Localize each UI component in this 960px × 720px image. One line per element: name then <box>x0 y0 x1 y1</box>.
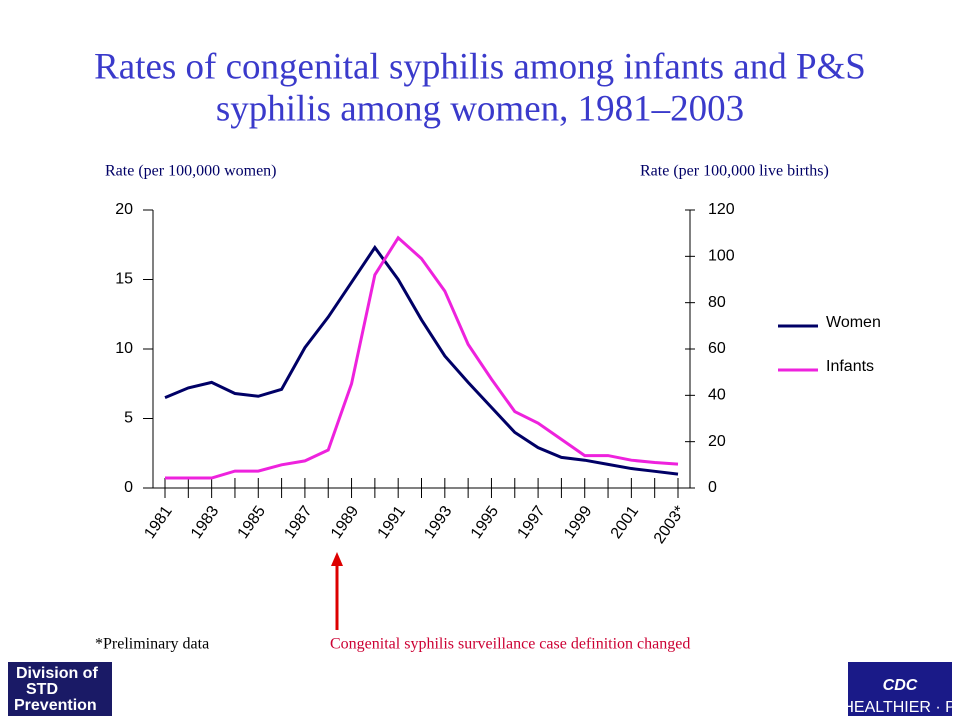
series-line <box>165 235 679 480</box>
x-tick-label: 1991 <box>375 503 409 542</box>
x-tick-label: 1983 <box>188 503 222 542</box>
logo-right <box>848 662 952 716</box>
x-tick-label: 1987 <box>281 503 315 542</box>
y-tick-label: 15 <box>115 271 133 288</box>
y-tick-label: 5 <box>124 410 133 427</box>
series-line <box>164 244 679 476</box>
y2-tick-label: 20 <box>708 433 726 450</box>
y-tick-label: 0 <box>124 479 133 496</box>
y-axis-label: Rate (per 100,000 women) <box>105 163 277 180</box>
annotation: Congenital syphilis surveillance case de… <box>330 636 690 653</box>
logo-text: STD <box>26 681 58 698</box>
x-tick-label: 1999 <box>561 503 595 542</box>
x-tick-label: 1995 <box>468 503 502 542</box>
y2-tick-label: 80 <box>708 294 726 311</box>
y2-tick-label: 0 <box>708 479 717 496</box>
x-tick-label: 1985 <box>235 503 269 542</box>
y2-tick-label: 120 <box>708 201 735 218</box>
logo-text: Division of <box>16 665 98 682</box>
x-tick-label: 1989 <box>328 503 362 542</box>
x-tick-label: 2001 <box>608 503 642 542</box>
logo-left <box>8 662 112 716</box>
y2-tick-label: 40 <box>708 387 726 404</box>
chart-title-line2: syphilis among women, 1981–2003 <box>216 88 744 129</box>
x-tick-label: 1981 <box>141 503 175 542</box>
legend-label: Women <box>826 314 881 331</box>
x-tick-label: 1997 <box>514 503 548 542</box>
y-tick-label: 20 <box>115 201 133 218</box>
chart-title-line1: Rates of congenital syphilis among infan… <box>94 46 866 87</box>
y2-axis-label: Rate (per 100,000 live births) <box>640 163 829 180</box>
y2-tick-label: 60 <box>708 340 726 357</box>
logo-text: SAFER · HEALTHIER · PEOPLE™ <box>775 699 960 716</box>
y2-tick-label: 100 <box>708 248 735 265</box>
annotation-arrowhead <box>331 552 343 566</box>
annotation: *Preliminary data <box>95 636 209 653</box>
y-tick-label: 10 <box>115 340 133 357</box>
logo-text: CDC <box>883 677 918 694</box>
legend-label: Infants <box>826 358 874 375</box>
x-tick-label: 2003* <box>651 503 689 547</box>
x-tick-label: 1993 <box>421 503 455 542</box>
logo-text: Prevention <box>14 697 97 714</box>
